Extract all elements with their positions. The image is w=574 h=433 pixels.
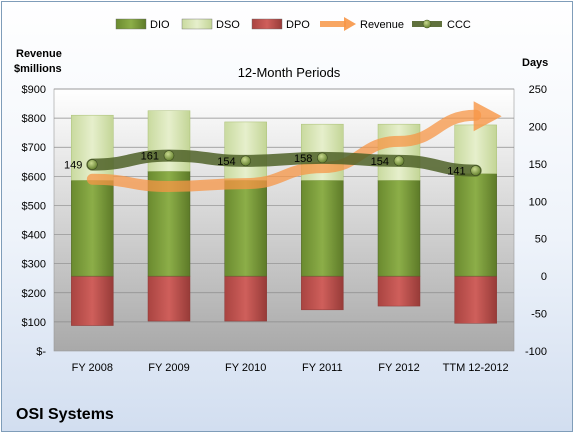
bar-dpo <box>71 275 114 326</box>
bar-dpo <box>454 275 497 324</box>
ccc-point <box>240 155 251 167</box>
right-tick-label: -100 <box>525 346 547 358</box>
left-tick-label: $800 <box>22 113 46 125</box>
x-tick-label: TTM 12-2012 <box>443 362 509 374</box>
left-tick-label: $- <box>36 346 46 358</box>
ccc-point <box>87 159 98 170</box>
bar-dio <box>71 180 114 277</box>
bar-dpo <box>377 275 421 307</box>
x-tick-label: FY 2008 <box>72 362 113 374</box>
right-tick-label: -50 <box>531 309 547 321</box>
ccc-data-label: 141 <box>447 166 465 178</box>
legend-label: CCC <box>447 19 471 31</box>
left-tick-label: $200 <box>22 288 46 300</box>
left-tick-label: $300 <box>22 259 46 271</box>
legend-label: DPO <box>286 19 310 31</box>
bar-dpo <box>224 275 267 322</box>
revenue-line <box>86 109 482 193</box>
ccc-point <box>393 155 405 167</box>
right-tick-label: 0 <box>541 271 547 283</box>
revenue-arrowhead <box>473 101 502 132</box>
left-tick-label: $500 <box>22 200 46 212</box>
right-tick-label: 250 <box>529 84 547 96</box>
x-tick-label: FY 2009 <box>148 362 189 374</box>
bar-dio <box>224 180 267 277</box>
legend-swatch <box>181 18 213 30</box>
legend-swatch <box>251 18 283 30</box>
ccc-data-label: 158 <box>294 153 312 165</box>
legend-swatch-marker <box>422 19 432 29</box>
revenue-series <box>86 101 502 193</box>
ccc-point <box>470 165 481 176</box>
x-axis-ticks: FY 2008 FY 2009 FY 2010 FY 2011 FY 2012 TTM 1… <box>72 362 509 374</box>
bar-dio <box>301 180 344 277</box>
legend: DIO DSO DPO Revenue CCC <box>115 17 471 31</box>
left-tick-label: $400 <box>22 230 46 242</box>
right-tick-label: 100 <box>529 196 547 208</box>
bar-dio <box>454 173 497 277</box>
bar-dso <box>224 121 267 181</box>
ccc-line <box>86 149 482 177</box>
ccc-point <box>163 150 175 161</box>
legend-label: DSO <box>216 19 240 31</box>
x-tick-label: FY 2012 <box>378 362 419 374</box>
ccc-data-label: 154 <box>217 156 235 168</box>
ccc-data-label: 154 <box>371 156 389 168</box>
left-axis-label-line2: $millions <box>14 63 62 75</box>
ccc-data-label: 149 <box>64 160 82 172</box>
left-tick-label: $700 <box>22 142 46 154</box>
left-axis-label-line1: Revenue <box>16 48 62 60</box>
company-name: OSI Systems <box>16 406 114 423</box>
left-tick-label: $600 <box>22 171 46 183</box>
right-tick-label: 200 <box>529 121 547 133</box>
legend-label: DIO <box>150 19 170 31</box>
bar-dpo <box>147 275 191 322</box>
bar-dio <box>377 180 421 277</box>
bar-dso <box>377 123 421 181</box>
right-tick-label: 150 <box>529 159 547 171</box>
right-tick-label: 50 <box>535 234 547 246</box>
x-tick-label: FY 2011 <box>302 362 343 374</box>
chart-title: 12-Month Periods <box>238 65 341 80</box>
bar-dpo <box>301 275 344 311</box>
ccc-data-label: 161 <box>141 151 159 163</box>
left-tick-label: $900 <box>22 84 46 96</box>
x-tick-label: FY 2010 <box>225 362 266 374</box>
legend-label: Revenue <box>360 19 404 31</box>
ccc-point <box>317 152 328 164</box>
left-tick-label: $100 <box>22 317 46 329</box>
ccc-series: 149 161 154 158 154 141 <box>64 149 482 178</box>
left-axis-ticks: $- $100 $200 $300 $400 $500 $600 $700 $800 $900 <box>22 84 47 358</box>
right-axis-label: Days <box>522 57 548 69</box>
right-axis-ticks: -100 -50 0 50 100 150 200 250 <box>525 84 547 358</box>
legend-swatch-arrowhead <box>344 17 356 31</box>
legend-swatch <box>115 18 147 30</box>
